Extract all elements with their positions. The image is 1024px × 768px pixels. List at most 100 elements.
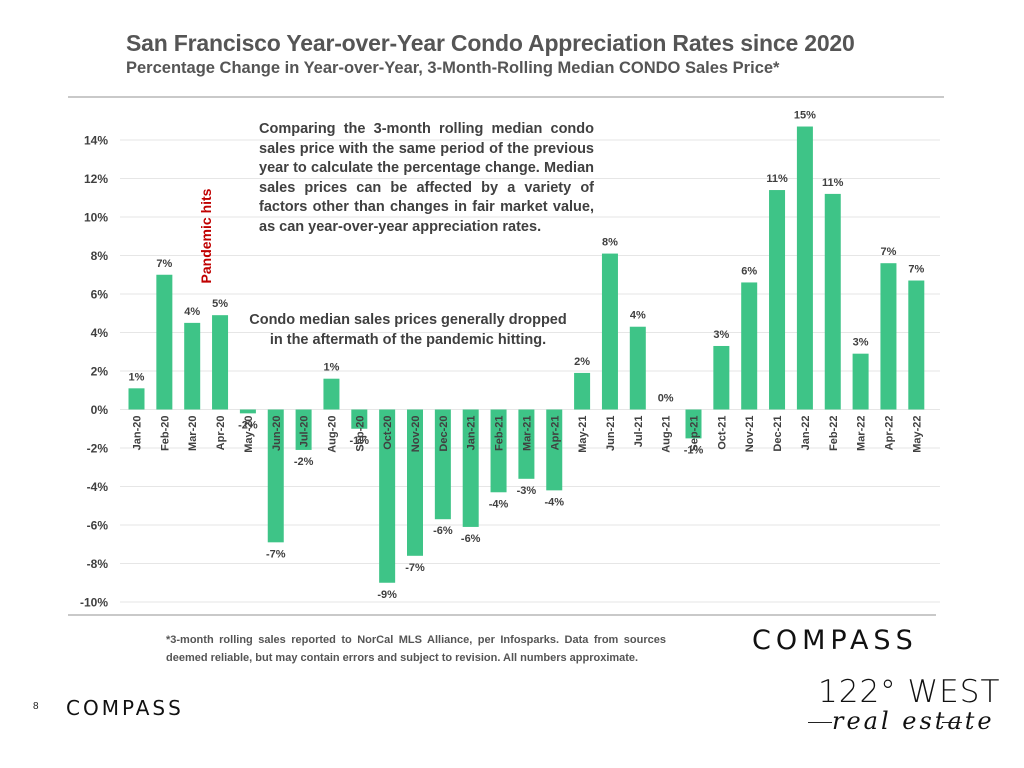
x-tick-label: Aug-21 <box>661 416 673 453</box>
bar <box>713 345 730 410</box>
y-tick-label: 8% <box>91 249 109 263</box>
data-label: -2% <box>238 419 258 431</box>
real-estate-script: real estate <box>832 707 995 735</box>
data-label: -9% <box>377 589 397 601</box>
x-tick-label: Apr-21 <box>549 416 561 451</box>
bar <box>518 409 535 479</box>
bar <box>741 282 758 410</box>
source-footnote: *3-month rolling sales reported to NorCa… <box>166 634 666 664</box>
x-tick-label: Nov-20 <box>410 416 422 453</box>
y-tick-label: -10% <box>80 596 108 610</box>
data-label: 2% <box>574 356 590 368</box>
x-tick-label: Sep-21 <box>689 416 701 452</box>
data-label: 15% <box>794 110 816 122</box>
x-tick-label: Dec-21 <box>772 416 784 452</box>
x-tick-label: Apr-20 <box>215 416 227 451</box>
y-tick-label: 6% <box>91 288 109 302</box>
data-label: 11% <box>766 173 788 185</box>
data-label: 4% <box>184 306 200 318</box>
bar <box>908 280 925 410</box>
bar <box>629 326 646 410</box>
pandemic-drop-note: Condo median sales prices generally drop… <box>249 312 567 348</box>
x-tick-label: May-20 <box>243 416 255 453</box>
x-tick-label: Apr-22 <box>883 416 895 451</box>
bar <box>824 193 841 410</box>
bar <box>212 315 229 410</box>
bar <box>796 126 813 410</box>
data-label: -7% <box>266 548 286 560</box>
x-tick-label: Mar-21 <box>521 416 533 451</box>
x-tick-label: Jun-20 <box>271 416 283 451</box>
bar <box>462 409 479 527</box>
data-label: 3% <box>713 329 729 341</box>
chart-title: San Francisco Year-over-Year Condo Appre… <box>126 30 855 56</box>
bar <box>490 409 507 493</box>
data-label: 7% <box>156 258 172 270</box>
data-label: -1% <box>684 444 704 456</box>
bar <box>546 409 563 491</box>
x-tick-label: Jan-20 <box>132 416 144 451</box>
bar <box>407 409 423 556</box>
x-tick-label: Feb-20 <box>159 416 171 451</box>
x-tick-label: Jan-21 <box>466 416 478 451</box>
bar <box>574 372 591 410</box>
bottom-divider <box>68 614 936 616</box>
bar <box>239 409 256 414</box>
y-tick-label: -6% <box>87 519 109 533</box>
bar <box>880 263 897 410</box>
data-label: -6% <box>461 533 481 545</box>
bar <box>769 190 786 410</box>
x-tick-label: May-21 <box>577 416 589 453</box>
bar <box>685 409 702 439</box>
bar <box>128 388 145 410</box>
data-label: 4% <box>630 310 646 322</box>
y-tick-label: -2% <box>87 442 109 456</box>
x-tick-label: Jul-21 <box>633 416 645 448</box>
bar <box>601 253 618 410</box>
data-label: -1% <box>350 435 370 447</box>
122-west-logo: 122° WEST <box>818 674 1001 710</box>
bar <box>351 409 368 429</box>
x-tick-label: May-22 <box>911 416 923 453</box>
data-label: 7% <box>880 246 896 258</box>
y-tick-label: 14% <box>84 134 108 148</box>
data-label: 11% <box>822 177 844 189</box>
logo-rule-right <box>942 722 962 723</box>
data-label: -2% <box>294 456 314 468</box>
data-label: 3% <box>853 337 869 349</box>
bar <box>379 409 396 583</box>
bar <box>267 409 284 543</box>
page-number: 8 <box>33 701 39 712</box>
y-tick-label: 10% <box>84 211 108 225</box>
data-label: 8% <box>602 237 618 249</box>
x-tick-label: Aug-20 <box>326 416 338 453</box>
x-tick-label: Mar-22 <box>856 416 868 451</box>
x-tick-label: Oct-20 <box>382 416 394 450</box>
x-tick-label: Jul-20 <box>299 416 311 448</box>
x-tick-label: Feb-21 <box>494 416 506 451</box>
compass-logo-bottom: COMPASS <box>66 696 184 720</box>
bar <box>434 409 451 520</box>
y-tick-label: 12% <box>84 172 108 186</box>
bar <box>156 274 173 410</box>
x-tick-label: Jun-21 <box>605 416 617 451</box>
x-tick-label: Dec-20 <box>438 416 450 452</box>
x-tick-label: Nov-21 <box>744 416 756 453</box>
data-label: -7% <box>405 562 425 574</box>
data-label: -6% <box>433 525 453 537</box>
x-tick-label: Feb-22 <box>828 416 840 451</box>
bar <box>852 353 869 410</box>
y-tick-label: 2% <box>91 365 109 379</box>
data-label: 5% <box>212 298 228 310</box>
x-tick-label: Oct-21 <box>716 416 728 450</box>
y-tick-label: -8% <box>87 557 109 571</box>
y-tick-label: -4% <box>87 480 109 494</box>
data-label: 0% <box>658 393 674 405</box>
compass-logo-right: COMPASS <box>752 625 918 656</box>
data-label: 1% <box>323 362 339 374</box>
data-label: -3% <box>517 485 537 497</box>
top-divider <box>68 96 944 98</box>
data-label: -4% <box>544 496 564 508</box>
chart-subtitle: Percentage Change in Year-over-Year, 3-M… <box>126 59 780 77</box>
